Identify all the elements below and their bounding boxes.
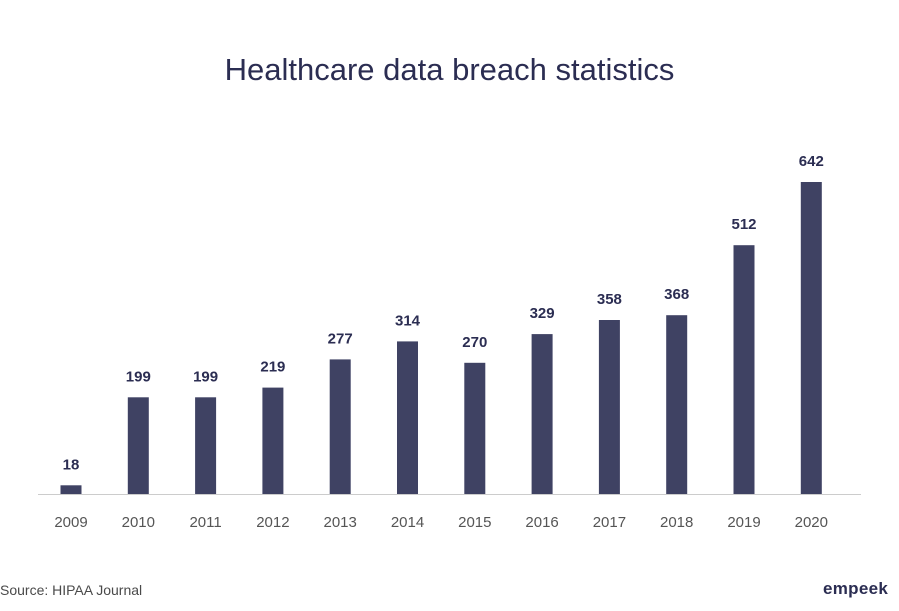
chart-title: Healthcare data breach statistics	[224, 52, 675, 87]
bar-2020	[800, 182, 822, 494]
value-label-2018: 368	[664, 286, 689, 303]
bar-2014	[397, 341, 418, 494]
bar-2012	[262, 387, 284, 494]
bar-chart: 18 2009 199 2010 199 2011 219 2012 277 2013 314 201…	[38, 153, 861, 531]
x-tick-label-2018: 2018	[660, 514, 693, 531]
x-tick-label-2011: 2011	[189, 514, 221, 531]
x-tick-label-2014: 2014	[391, 514, 424, 531]
value-label-2015: 270	[462, 334, 487, 351]
bar-2016	[531, 334, 553, 494]
x-tick-label-2015: 2015	[458, 514, 491, 531]
bar-2018	[666, 315, 688, 494]
x-tick-label-2020: 2020	[795, 514, 828, 531]
x-tick-label-2010: 2010	[122, 514, 155, 531]
value-label-2019: 512	[731, 216, 756, 233]
x-tick-label-2019: 2019	[727, 514, 760, 531]
value-label-2014: 314	[395, 312, 421, 329]
x-tick-label-2009: 2009	[54, 514, 87, 531]
x-tick-label-2017: 2017	[593, 514, 626, 531]
bar-2015	[464, 362, 486, 494]
bar-2013	[329, 359, 351, 494]
bar-2009	[60, 485, 82, 494]
x-tick-label-2016: 2016	[525, 514, 558, 531]
bar-2019	[733, 245, 755, 494]
value-label-2017: 358	[597, 291, 622, 308]
value-label-2009: 18	[63, 456, 80, 473]
bar-2017	[598, 320, 620, 494]
bar-2011	[195, 397, 217, 494]
source-note: Source: HIPAA Journal	[0, 582, 143, 598]
x-tick-label-2013: 2013	[324, 514, 357, 531]
value-label-2010: 199	[126, 368, 151, 385]
value-label-2013: 277	[328, 330, 353, 347]
x-tick-label-2012: 2012	[256, 514, 289, 531]
value-label-2012: 219	[260, 359, 285, 376]
brand-logo: empeek	[823, 579, 889, 598]
value-label-2020: 642	[799, 153, 824, 170]
bar-2010	[127, 397, 149, 494]
value-label-2016: 329	[530, 305, 555, 322]
value-label-2011: 199	[193, 368, 218, 385]
